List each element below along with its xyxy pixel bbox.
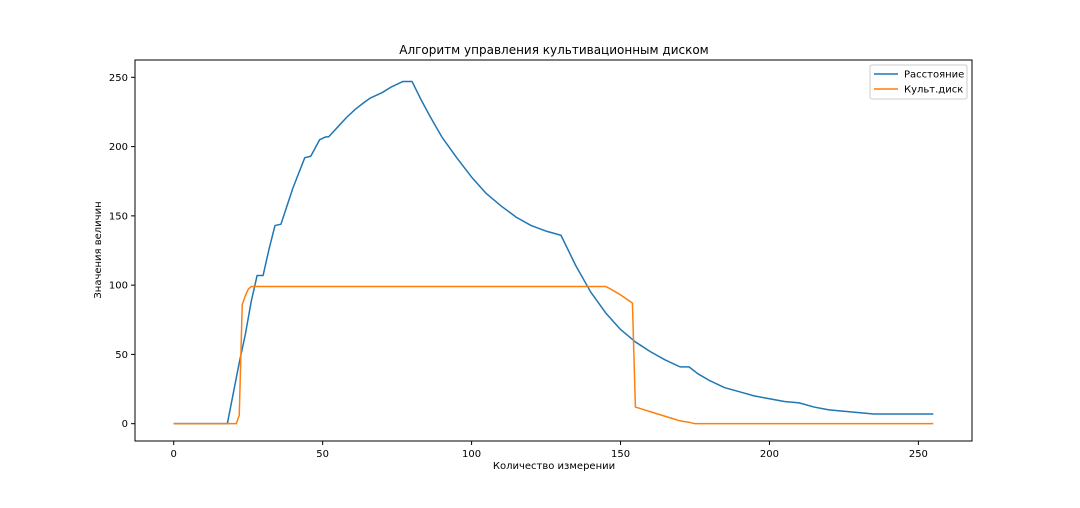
- y-axis-label: Значения величин: [93, 201, 104, 298]
- x-tick-label: 150: [611, 449, 630, 460]
- x-tick-label: 200: [760, 449, 779, 460]
- y-tick-label: 250: [109, 73, 128, 84]
- chart-title: Алгоритм управления культивационным диск…: [399, 43, 709, 57]
- x-tick-label: 100: [462, 449, 481, 460]
- x-tick-label: 0: [171, 449, 177, 460]
- plot-area: [173, 80, 934, 425]
- legend: Расстояние Культ.диск: [869, 64, 968, 100]
- legend-label-2: Культ.диск: [904, 85, 963, 96]
- y-tick-label: 200: [109, 142, 128, 153]
- y-tick-label: 100: [109, 281, 128, 292]
- y-tick-label: 150: [109, 211, 128, 222]
- axes-frame: [134, 59, 973, 442]
- x-tick-label: 50: [316, 449, 329, 460]
- y-axis-ticks: 0 50 100 150 200 250: [109, 73, 135, 430]
- x-tick-label: 250: [909, 449, 928, 460]
- series-line-1: [173, 80, 934, 425]
- y-tick-label: 0: [122, 419, 128, 430]
- x-axis-label: Количество измерении: [493, 461, 615, 472]
- legend-label-1: Расстояние: [904, 70, 964, 81]
- series-line-2: [173, 285, 934, 425]
- y-tick-label: 50: [115, 350, 128, 361]
- x-axis-ticks: 0 50 100 150 200 250: [171, 441, 928, 460]
